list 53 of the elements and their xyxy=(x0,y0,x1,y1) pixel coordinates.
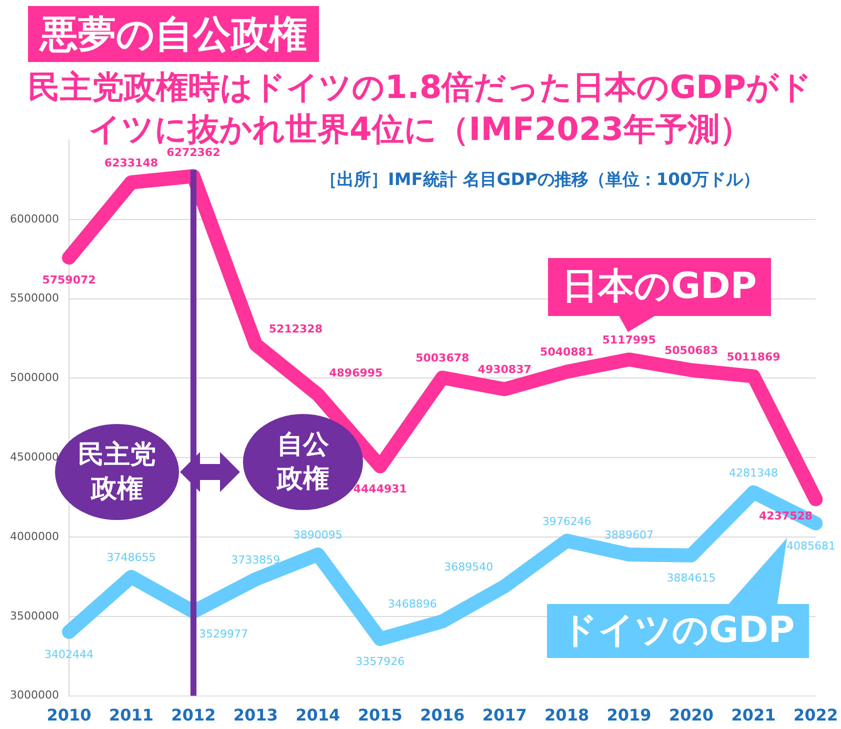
annotation: 民主党政権 xyxy=(77,439,157,506)
data-label: 3529977 xyxy=(198,628,248,641)
y-tick-label: 4500000 xyxy=(10,450,59,464)
data-label: 5011869 xyxy=(726,350,780,364)
x-tick-label: 2021 xyxy=(731,706,776,725)
y-tick-label: 3000000 xyxy=(10,688,59,702)
x-tick-label: 2019 xyxy=(606,706,652,725)
data-label: 3733859 xyxy=(231,553,280,566)
y-tick-label: 5000000 xyxy=(10,371,59,384)
annotation: 自公政権 xyxy=(276,429,330,496)
data-label: 4281348 xyxy=(729,466,778,480)
data-label: 3689540 xyxy=(444,560,494,574)
x-tick-label: 2014 xyxy=(296,706,340,725)
data-label: 3884615 xyxy=(666,571,716,584)
x-tick-label: 2011 xyxy=(108,706,154,725)
data-label: 4896995 xyxy=(329,366,383,380)
chart-title: 悪夢の自公政権 xyxy=(28,6,319,62)
data-label: 4085681 xyxy=(786,539,836,552)
x-tick-label: 2020 xyxy=(669,706,714,725)
x-tick-label: 2013 xyxy=(233,706,278,725)
x-tick-label: 2015 xyxy=(358,706,402,725)
data-label: 3748655 xyxy=(106,550,156,564)
legend-label: ドイツのGDP xyxy=(547,604,809,658)
data-label: 3402444 xyxy=(44,648,94,661)
data-label: 3889607 xyxy=(604,528,654,542)
chart-subtitle: 民主党政権時はドイツの1.8倍だった日本のGDPがドイツに抜かれ世界4位に（IMF2023年予測） xyxy=(27,67,813,148)
data-label: 4444931 xyxy=(353,482,407,496)
x-tick-label: 2010 xyxy=(46,706,92,725)
x-tick-label: 2018 xyxy=(544,706,590,725)
data-label: 5040881 xyxy=(540,346,594,359)
x-tick-label: 2017 xyxy=(482,706,527,725)
x-tick-label: 2022 xyxy=(793,706,838,725)
data-label: 3890095 xyxy=(293,528,342,542)
data-label: 5212328 xyxy=(268,322,322,336)
y-tick-label: 3500000 xyxy=(10,609,59,622)
data-label: 4237528 xyxy=(758,509,813,522)
data-label: 3468896 xyxy=(388,597,437,610)
data-label: 5117995 xyxy=(602,333,656,346)
data-label: 5759072 xyxy=(42,274,96,287)
series-label: 日本のGDP xyxy=(548,258,771,316)
data-label: 5050683 xyxy=(664,344,718,358)
y-tick-label: 5500000 xyxy=(10,292,59,305)
data-label: 6272362 xyxy=(166,146,220,160)
x-tick-label: 2016 xyxy=(420,706,465,725)
data-label: 5003678 xyxy=(416,352,470,365)
data-label: 3357926 xyxy=(356,654,405,668)
y-tick-label: 6000000 xyxy=(10,212,59,226)
data-label: 3976246 xyxy=(542,514,592,528)
data-label: 6233148 xyxy=(104,156,158,170)
annotation: ［出所］IMF統計 名目GDPの推移（単位：100万ドル） xyxy=(320,169,760,191)
data-label: 4930837 xyxy=(478,363,532,376)
y-tick-label: 4000000 xyxy=(10,530,59,543)
x-tick-label: 2012 xyxy=(171,706,216,725)
